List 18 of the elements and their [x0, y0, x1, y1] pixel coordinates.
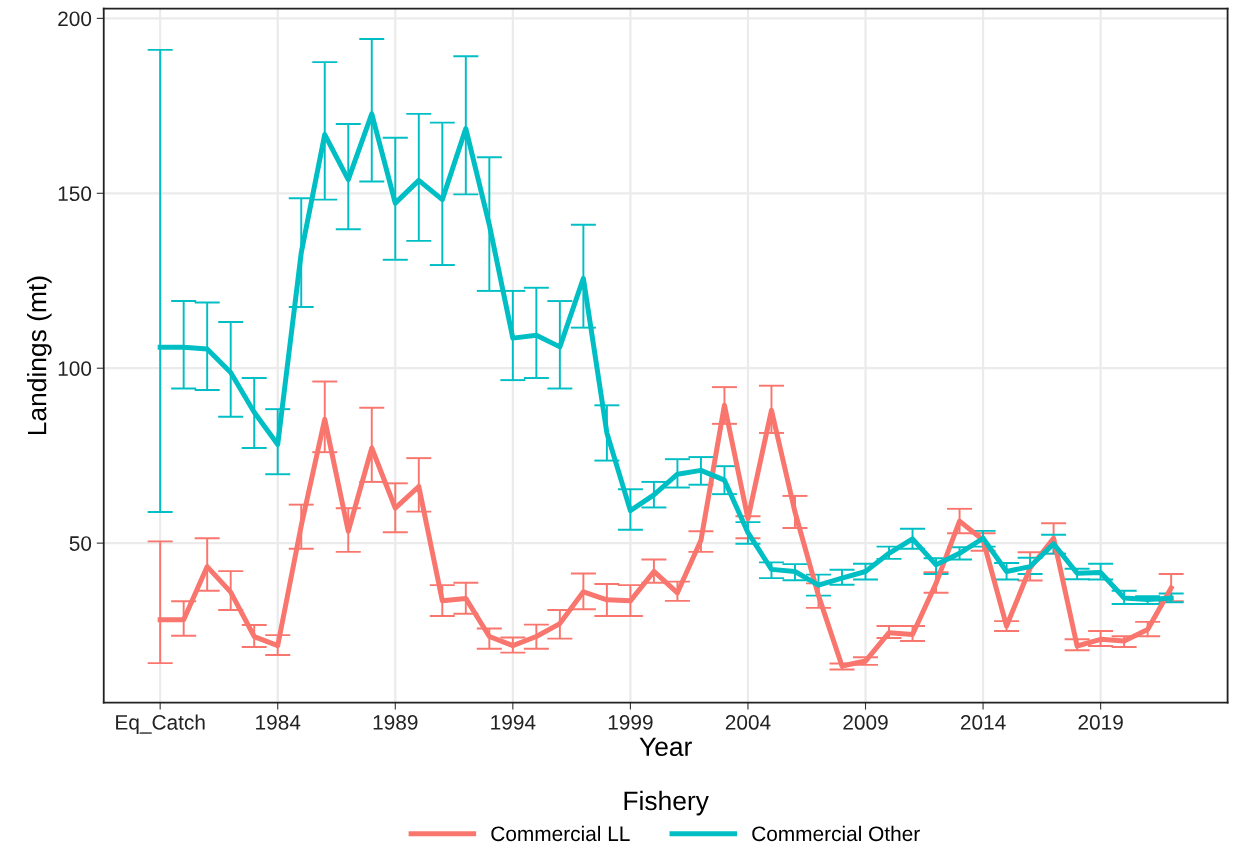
x-tick-label: 2009	[843, 715, 888, 730]
x-tick-label: 1994	[491, 715, 536, 730]
x-tick-label: 2004	[725, 715, 771, 730]
x-tick-label: 1984	[256, 715, 301, 730]
y-axis-title: Landings (mt)	[27, 276, 52, 435]
y-tick-label: 100	[58, 361, 92, 376]
x-tick-label: Eq_Catch	[116, 714, 205, 734]
legend-label: Commercial LL	[491, 825, 630, 842]
legend-title: Fishery	[624, 790, 709, 816]
y-tick-label: 150	[58, 186, 92, 202]
x-tick-label: 2014	[960, 715, 1006, 730]
x-axis-title: Year	[639, 737, 692, 757]
legend-label: Commercial Other	[752, 825, 920, 842]
x-tick-label: 1999	[608, 715, 653, 730]
y-tick-label: 50	[69, 536, 92, 551]
x-tick-label: 1989	[373, 715, 418, 730]
x-tick-label: 2019	[1078, 715, 1123, 730]
y-tick-label: 200	[58, 11, 92, 27]
